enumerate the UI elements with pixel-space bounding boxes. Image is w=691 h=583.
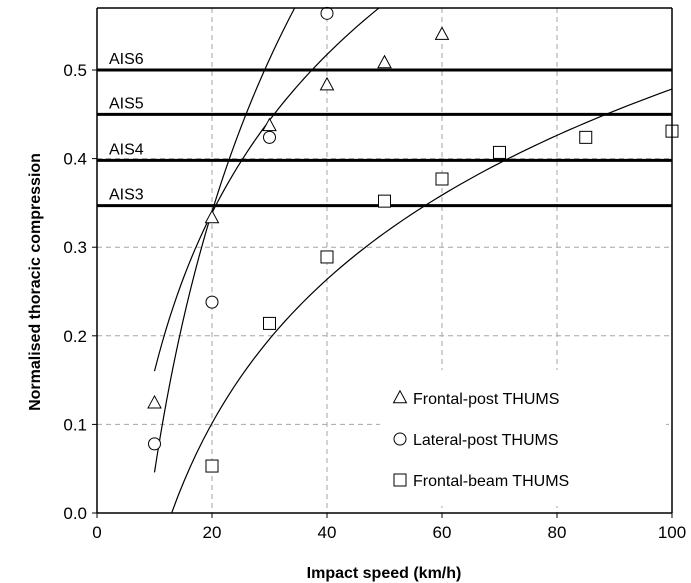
square-point [493,145,506,159]
circle-point [148,437,161,451]
threshold-lines: AIS6 AIS5 AIS4 AIS3 [97,51,672,208]
x-tick-label: 40 [318,523,337,542]
axes [92,7,673,518]
square-point [378,194,391,208]
trend-curve-2 [153,8,296,473]
circle-point [263,130,276,144]
y-tick-label: 0.5 [63,61,87,80]
triangle-point [262,117,277,132]
y-tick-label: 0.4 [63,150,87,169]
square-point [435,172,449,186]
trend-curve-3 [171,88,672,513]
tick-labels: 0 20 40 60 80 100 0.0 0.1 0.2 0.3 0.4 0.5 [63,61,686,542]
y-tick-label: 0.0 [63,504,87,523]
legend-label-2: Lateral-post THUMS [413,432,559,449]
triangle-point [204,209,220,224]
square-point [205,459,219,473]
legend-label-3: Frontal-beam THUMS [413,473,569,490]
triangle-point [147,394,162,409]
legend-label-1: Frontal-post THUMS [413,391,559,408]
square-point [320,250,334,264]
legend-triangle-icon [392,389,408,404]
threshold-label-ais4: AIS4 [109,141,144,158]
circle-point [205,295,219,309]
trend-curve-1 [153,8,380,372]
y-tick-label: 0.2 [63,327,87,346]
data-points [147,6,679,473]
legend: Frontal-post THUMS Lateral-post THUMS Fron… [380,370,666,506]
circle-point [320,6,334,20]
x-tick-label: 60 [433,523,452,542]
triangle-point [377,54,392,69]
legend-background [380,370,666,506]
y-axis-title: Normalised thoracic compression [27,153,44,411]
x-tick-label: 80 [548,523,567,542]
x-tick-label: 100 [658,523,686,542]
legend-circle-icon [393,432,407,446]
legend-square-icon [393,473,407,487]
square-point [263,316,276,330]
triangle-point [434,26,450,40]
x-tick-label: 0 [92,523,101,542]
threshold-label-ais5: AIS5 [109,95,144,112]
square-point [579,130,593,144]
triangle-point [319,76,335,91]
x-axis-title: Impact speed (km/h) [307,565,462,582]
threshold-label-ais3: AIS3 [109,187,144,204]
x-tick-label: 20 [203,523,222,542]
trend-curves [153,8,672,513]
y-tick-label: 0.3 [63,238,87,257]
threshold-label-ais6: AIS6 [109,51,144,68]
y-tick-label: 0.1 [63,415,87,434]
